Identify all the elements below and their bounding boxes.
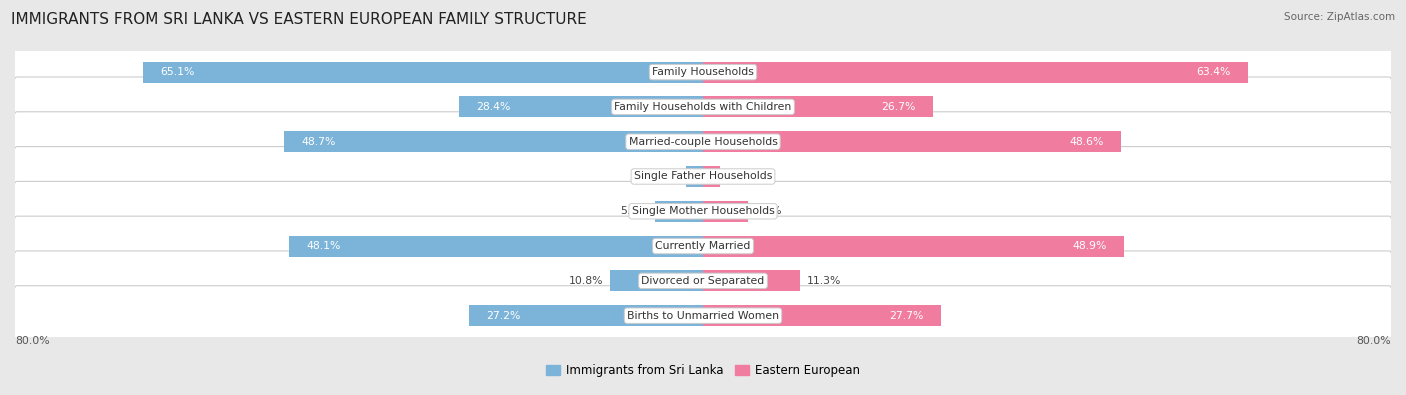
Bar: [143, 62, 703, 83]
Text: 28.4%: 28.4%: [477, 102, 510, 112]
Text: 27.2%: 27.2%: [486, 311, 520, 321]
Text: 48.7%: 48.7%: [301, 137, 336, 147]
FancyBboxPatch shape: [13, 147, 1393, 207]
Text: Divorced or Separated: Divorced or Separated: [641, 276, 765, 286]
Bar: [458, 96, 703, 117]
FancyBboxPatch shape: [13, 286, 1393, 346]
FancyBboxPatch shape: [13, 251, 1393, 311]
FancyBboxPatch shape: [13, 77, 1393, 137]
Bar: [703, 236, 1123, 256]
Text: Births to Unmarried Women: Births to Unmarried Women: [627, 311, 779, 321]
Text: 63.4%: 63.4%: [1197, 67, 1232, 77]
Text: 80.0%: 80.0%: [15, 336, 49, 346]
Text: 27.7%: 27.7%: [890, 311, 924, 321]
Text: 26.7%: 26.7%: [882, 102, 915, 112]
Text: 10.8%: 10.8%: [569, 276, 603, 286]
Bar: [610, 271, 703, 292]
Text: Single Mother Households: Single Mother Households: [631, 206, 775, 216]
FancyBboxPatch shape: [13, 112, 1393, 171]
Bar: [703, 131, 1121, 152]
Text: IMMIGRANTS FROM SRI LANKA VS EASTERN EUROPEAN FAMILY STRUCTURE: IMMIGRANTS FROM SRI LANKA VS EASTERN EUR…: [11, 12, 586, 27]
Bar: [686, 166, 703, 187]
FancyBboxPatch shape: [13, 181, 1393, 241]
Bar: [470, 305, 703, 326]
Legend: Immigrants from Sri Lanka, Eastern European: Immigrants from Sri Lanka, Eastern Europ…: [546, 364, 860, 377]
Bar: [703, 166, 720, 187]
Text: Currently Married: Currently Married: [655, 241, 751, 251]
Text: 65.1%: 65.1%: [160, 67, 194, 77]
Text: 5.6%: 5.6%: [620, 206, 648, 216]
Text: 11.3%: 11.3%: [807, 276, 841, 286]
Bar: [703, 305, 941, 326]
Bar: [290, 236, 703, 256]
FancyBboxPatch shape: [13, 42, 1393, 102]
Text: Source: ZipAtlas.com: Source: ZipAtlas.com: [1284, 12, 1395, 22]
Bar: [703, 201, 748, 222]
Bar: [284, 131, 703, 152]
Text: 2.0%: 2.0%: [727, 171, 755, 181]
Bar: [703, 62, 1249, 83]
Text: Single Father Households: Single Father Households: [634, 171, 772, 181]
Text: 48.9%: 48.9%: [1071, 241, 1107, 251]
Bar: [703, 271, 800, 292]
Text: Married-couple Households: Married-couple Households: [628, 137, 778, 147]
FancyBboxPatch shape: [13, 216, 1393, 276]
Bar: [655, 201, 703, 222]
Text: 80.0%: 80.0%: [1357, 336, 1391, 346]
Text: 5.2%: 5.2%: [755, 206, 782, 216]
Text: 48.6%: 48.6%: [1070, 137, 1104, 147]
Bar: [703, 96, 932, 117]
Text: 2.0%: 2.0%: [651, 171, 679, 181]
Text: 48.1%: 48.1%: [307, 241, 340, 251]
Text: Family Households: Family Households: [652, 67, 754, 77]
Text: Family Households with Children: Family Households with Children: [614, 102, 792, 112]
